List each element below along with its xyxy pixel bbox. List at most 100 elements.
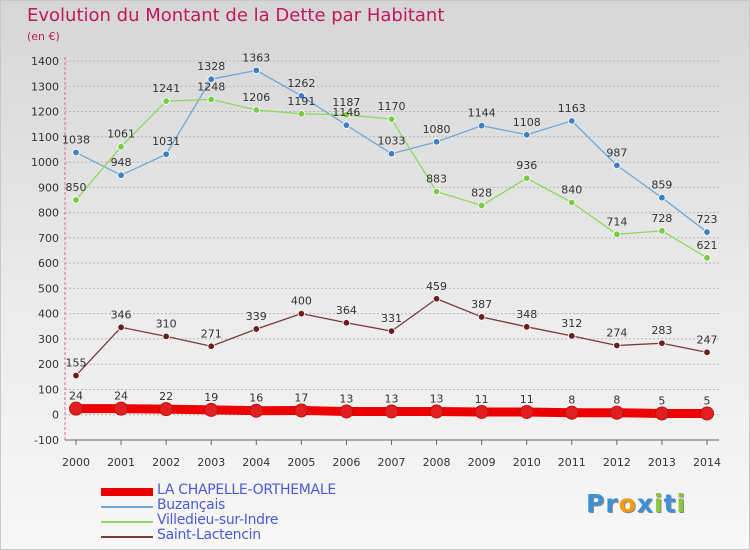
x-tick-label: 2005 — [287, 456, 315, 469]
data-point — [613, 161, 621, 170]
data-point — [162, 150, 170, 158]
data-label: 728 — [651, 212, 672, 225]
data-point — [387, 327, 396, 335]
x-tick-label: 2007 — [378, 456, 406, 469]
data-label: 1363 — [242, 51, 270, 64]
data-point — [700, 406, 714, 421]
logo-letter: i — [654, 489, 664, 518]
series-saint-lactencin — [72, 295, 711, 380]
chart-subtitle: (en €) — [27, 30, 60, 43]
data-label: 274 — [606, 327, 627, 340]
data-point — [477, 201, 486, 210]
data-label: 283 — [651, 324, 672, 337]
series-buzan-ais — [72, 66, 711, 236]
y-tick-label: 800 — [38, 207, 59, 220]
data-point — [432, 138, 441, 146]
data-label: 13 — [339, 392, 353, 405]
data-label: 310 — [156, 317, 177, 330]
data-point — [703, 254, 711, 262]
data-point — [523, 174, 531, 182]
data-label: 859 — [651, 179, 672, 192]
data-label: 828 — [471, 187, 492, 200]
data-label: 17 — [294, 391, 308, 404]
data-label: 339 — [246, 310, 267, 323]
data-point — [342, 319, 351, 327]
data-point — [207, 75, 215, 83]
y-tick-label: -100 — [34, 434, 59, 447]
data-point — [568, 117, 576, 125]
data-point — [432, 187, 441, 196]
x-tick-label: 2012 — [603, 456, 631, 469]
data-label: 1061 — [107, 128, 135, 141]
data-label: 11 — [520, 393, 534, 406]
legend-label: Buzançais — [157, 497, 226, 513]
data-label: 1108 — [513, 116, 541, 129]
data-point — [339, 404, 354, 419]
y-tick-label: 1200 — [31, 106, 59, 119]
data-label: 19 — [204, 391, 218, 404]
data-point — [613, 230, 621, 239]
x-tick-label: 2008 — [423, 456, 451, 469]
data-label: 400 — [291, 295, 312, 308]
x-tick-label: 2010 — [513, 456, 541, 469]
data-point — [69, 401, 83, 416]
data-label: 8 — [613, 394, 620, 407]
y-tick-label: 1400 — [31, 55, 59, 68]
data-label: 271 — [201, 327, 222, 340]
data-label: 1038 — [62, 133, 90, 146]
legend-swatch — [101, 506, 153, 508]
data-label: 13 — [430, 392, 444, 405]
data-label: 1033 — [378, 135, 406, 148]
data-point — [703, 348, 711, 357]
logo-letter: t — [663, 489, 677, 518]
data-point — [252, 66, 260, 75]
data-point — [204, 402, 219, 417]
legend-label: Saint-Lactencin — [157, 527, 261, 543]
data-label: 348 — [516, 308, 537, 321]
data-point — [654, 406, 669, 421]
data-point — [252, 106, 260, 114]
data-label: 1163 — [558, 102, 586, 115]
legend-label: Villedieu-sur-Indre — [157, 512, 279, 528]
data-point — [523, 131, 531, 139]
y-tick-label: 900 — [38, 181, 59, 194]
data-label: 1328 — [197, 60, 225, 73]
x-tick-label: 2001 — [107, 456, 135, 469]
y-tick-label: 1100 — [31, 131, 59, 144]
data-label: 621 — [697, 239, 718, 252]
x-tick-label: 2002 — [152, 456, 180, 469]
data-label: 13 — [385, 392, 399, 405]
chart-title: Evolution du Montant de la Dette par Hab… — [27, 5, 445, 26]
y-tick-label: 500 — [38, 282, 59, 295]
proxiti-logo: Proxiti — [586, 489, 686, 518]
legend-label: LA CHAPELLE-ORTHEMALE — [157, 482, 336, 498]
x-tick-label: 2000 — [62, 456, 90, 469]
y-tick-label: 100 — [38, 383, 59, 396]
y-tick-label: 1300 — [31, 80, 59, 93]
data-label: 883 — [426, 173, 447, 186]
x-tick-label: 2006 — [332, 456, 360, 469]
data-label: 247 — [697, 333, 718, 346]
logo-letter: r — [605, 489, 619, 518]
y-tick-label: 1000 — [31, 156, 59, 169]
data-point — [294, 403, 309, 418]
data-point — [207, 95, 215, 104]
data-point — [114, 401, 129, 416]
data-point — [477, 313, 486, 321]
data-label: 312 — [561, 317, 582, 330]
data-point — [474, 404, 489, 419]
series-la-chapelle-orthemale — [69, 401, 714, 421]
logo-letter: o — [618, 489, 637, 518]
data-label: 1146 — [332, 106, 360, 119]
data-label: 155 — [66, 357, 87, 370]
data-point — [342, 111, 351, 119]
data-point — [564, 405, 579, 420]
x-tick-label: 2011 — [558, 456, 586, 469]
data-point — [207, 342, 215, 350]
data-label: 850 — [66, 181, 87, 194]
x-tick-label: 2013 — [648, 456, 676, 469]
data-label: 936 — [516, 159, 537, 172]
data-point — [658, 339, 666, 347]
y-tick-label: 200 — [38, 358, 59, 371]
